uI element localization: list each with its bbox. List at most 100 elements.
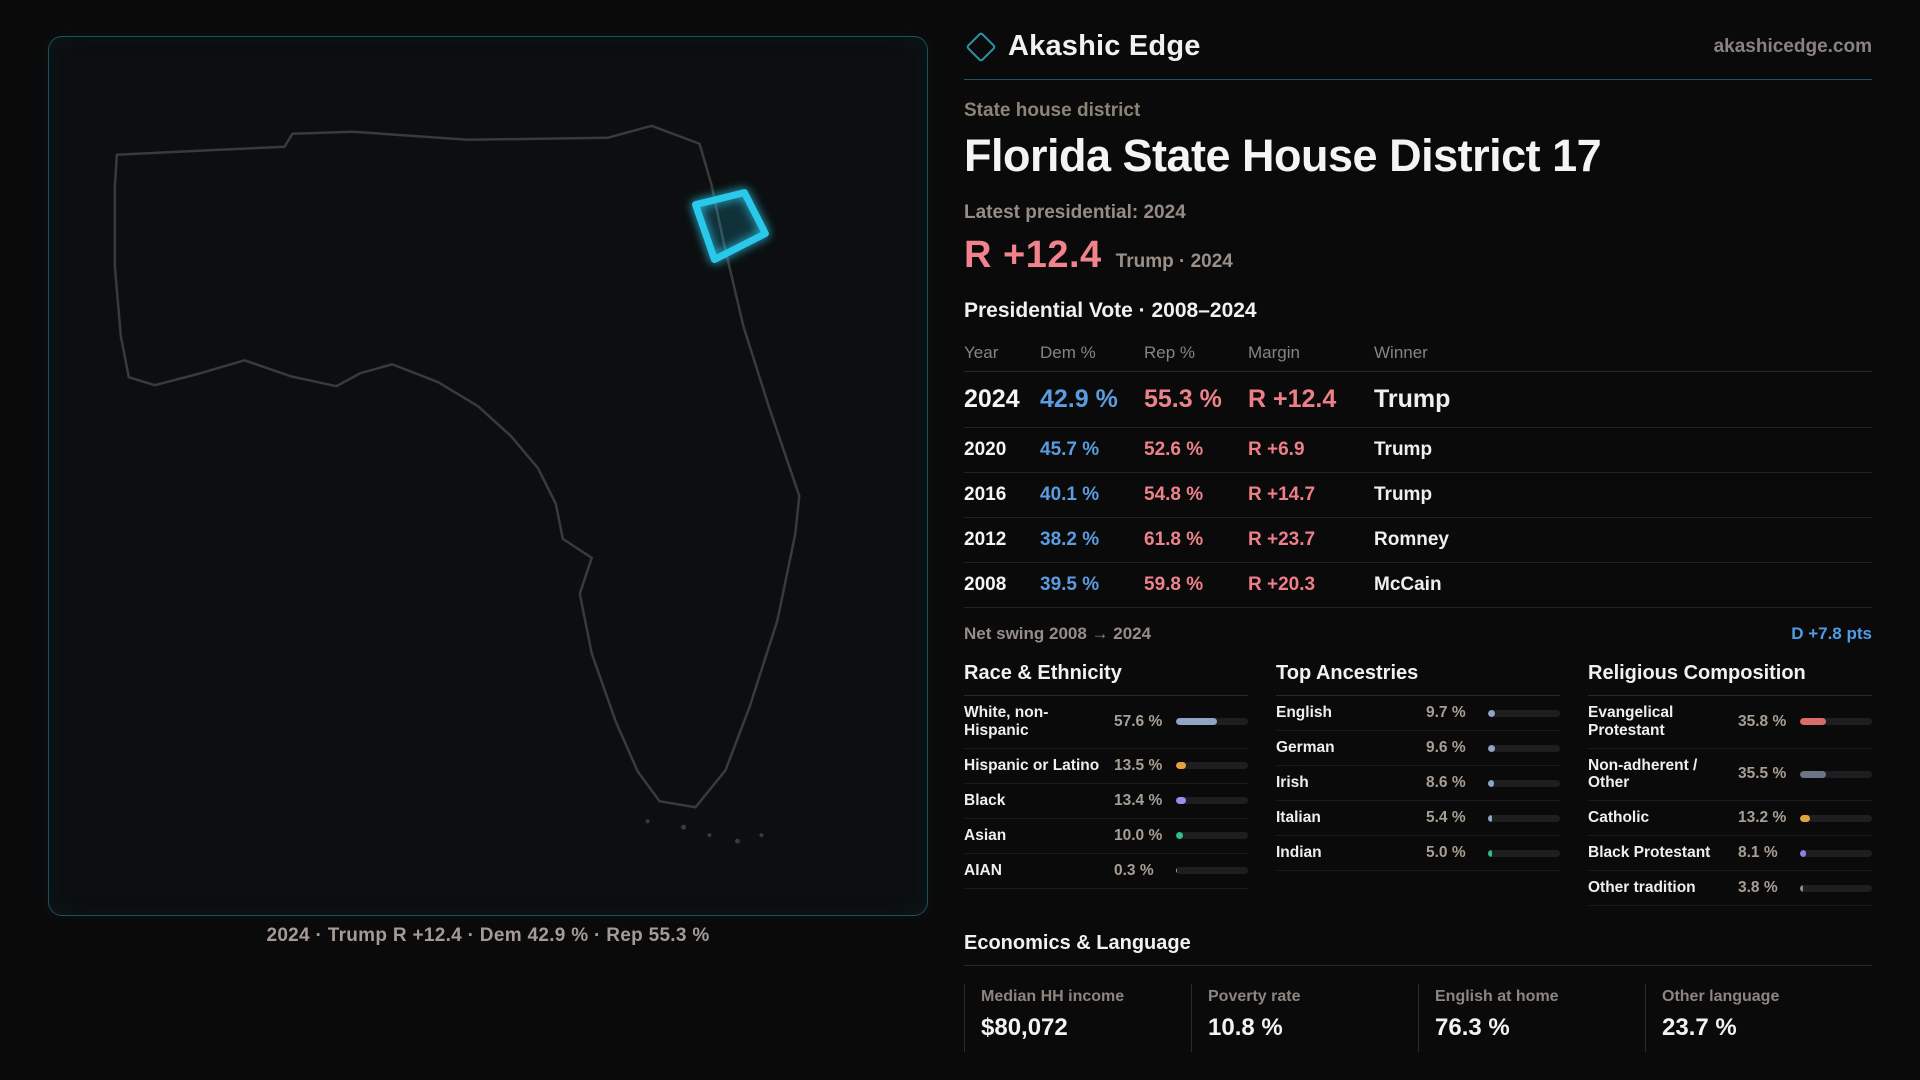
table-row[interactable]: 2012 38.2 % 61.8 % R +23.7 Romney (964, 518, 1872, 563)
headline-detail: Trump · 2024 (1115, 251, 1233, 272)
dem-pct-cell: 45.7 % (1040, 439, 1100, 460)
demographic-label: AIAN (964, 861, 1002, 879)
brand-header: Akashic Edge akashicedge.com (964, 30, 1872, 80)
list-item: Hispanic or Latino 13.5 % (964, 749, 1248, 784)
dem-pct-cell: 39.5 % (1040, 574, 1100, 595)
demographic-bar-track (1488, 744, 1560, 752)
demographic-bar-track (1800, 884, 1872, 892)
year-cell: 2012 (964, 529, 1007, 550)
demographic-value: 8.1 % (1738, 844, 1778, 862)
presidential-vote-table: Year Dem % Rep % Margin Winner 2024 42.9 % 55.3… (964, 335, 1872, 608)
demographic-value: 9.7 % (1426, 704, 1466, 721)
stat-label: English at home (1435, 988, 1559, 1006)
dem-pct-cell: 38.2 % (1040, 529, 1100, 550)
demographic-value: 0.3 % (1114, 861, 1154, 879)
net-swing-row: Net swing 2008 → 2024 D +7.8 pts (964, 610, 1872, 654)
winner-cell: Romney (1374, 529, 1449, 550)
demographic-bar-fill (1488, 744, 1495, 752)
demographic-label: Black (964, 791, 1006, 809)
demographic-bar-fill (1176, 762, 1186, 770)
stat-value: 10.8 % (1208, 1014, 1283, 1042)
demographic-bar-fill (1488, 849, 1492, 857)
net-swing-label: Net swing 2008 → 2024 (964, 624, 1152, 643)
winner-cell: Trump (1374, 439, 1433, 460)
demographic-bar-fill (1800, 770, 1826, 778)
rep-pct-cell: 59.8 % (1144, 574, 1204, 595)
demographic-bar-fill (1176, 797, 1186, 805)
table-row[interactable]: 2008 39.5 % 59.8 % R +20.3 McCain (964, 563, 1872, 608)
demographic-bar-track (1176, 832, 1248, 840)
florida-map (113, 124, 801, 844)
district-map-panel (48, 36, 928, 916)
demographic-value: 3.8 % (1738, 879, 1778, 897)
table-row[interactable]: 2024 42.9 % 55.3 % R +12.4 Trump (964, 372, 1872, 428)
highlighted-district[interactable] (692, 189, 769, 263)
table-row[interactable]: 2020 45.7 % 52.6 % R +6.9 Trump (964, 428, 1872, 473)
year-cell: 2020 (964, 439, 1007, 460)
stat-card: Poverty rate 10.8 % (1191, 984, 1418, 1053)
vote-table-title: Presidential Vote · 2008–2024 (964, 299, 1257, 322)
diamond-icon (965, 30, 997, 63)
demographic-bar-track (1800, 718, 1872, 726)
rep-pct-cell: 54.8 % (1144, 484, 1204, 505)
winner-cell: McCain (1374, 574, 1442, 595)
demographic-bar-fill (1800, 718, 1826, 726)
year-cell: 2008 (964, 574, 1007, 595)
demographic-label: Indian (1276, 844, 1322, 862)
list-item: White, non-Hispanic 57.6 % (964, 696, 1248, 749)
winner-cell: Trump (1374, 385, 1451, 413)
vote-table-column-header: Rep % (1144, 343, 1196, 362)
demographic-section: Religious Composition Evangelical Protest… (1588, 662, 1872, 907)
vote-table-header: Year Dem % Rep % Margin Winner (964, 335, 1872, 372)
economics-title: Economics & Language (964, 932, 1872, 967)
demographic-label: Black Protestant (1588, 844, 1711, 862)
economics-stats-row: Median HH income $80,072 Poverty rate 10.8 … (964, 984, 1872, 1053)
map-caption: 2024 · Trump R +12.4 · Dem 42.9 % · Rep … (266, 925, 710, 946)
latest-presidential-label: Latest presidential: 2024 (964, 202, 1186, 223)
brand-name: Akashic Edge (1008, 30, 1201, 62)
table-row[interactable]: 2016 40.1 % 54.8 % R +14.7 Trump (964, 473, 1872, 518)
list-item: Evangelical Protestant 35.8 % (1588, 696, 1872, 749)
demographic-label: Catholic (1588, 809, 1650, 827)
rep-pct-cell: 52.6 % (1144, 439, 1204, 460)
demographic-value: 13.2 % (1738, 809, 1787, 827)
demographic-section-title: Religious Composition (1588, 662, 1872, 696)
list-item: Irish 8.6 % (1276, 766, 1560, 801)
list-item: German 9.6 % (1276, 731, 1560, 766)
margin-cell: R +20.3 (1248, 574, 1316, 595)
demographic-bar-track (1800, 770, 1872, 778)
demographic-value: 5.0 % (1426, 844, 1466, 861)
list-item: Catholic 13.2 % (1588, 801, 1872, 837)
demographic-label: Hispanic or Latino (964, 756, 1100, 774)
demographic-value: 13.5 % (1114, 756, 1163, 774)
margin-cell: R +23.7 (1248, 529, 1316, 550)
demographic-bar-fill (1800, 814, 1810, 822)
demographic-bar-fill (1800, 884, 1803, 892)
net-swing-value: D +7.8 pts (1791, 624, 1872, 643)
margin-cell: R +12.4 (1248, 385, 1337, 413)
demographic-value: 35.5 % (1738, 765, 1787, 783)
demographic-bar-track (1176, 718, 1248, 726)
demographic-label: English (1276, 704, 1332, 722)
list-item: Asian 10.0 % (964, 819, 1248, 854)
detail-panel: Akashic Edge akashicedge.com State house… (964, 30, 1872, 1080)
list-item: Other tradition 3.8 % (1588, 871, 1872, 907)
dem-pct-cell: 42.9 % (1040, 385, 1118, 413)
demographic-bar-track (1488, 849, 1560, 857)
brand-domain[interactable]: akashicedge.com (1713, 35, 1872, 57)
stat-label: Poverty rate (1208, 988, 1301, 1006)
stat-label: Median HH income (981, 988, 1125, 1006)
vote-table-column-header: Margin (1248, 343, 1300, 362)
headline-margin: R +12.4 (964, 234, 1102, 276)
demographic-bar-track (1176, 762, 1248, 770)
demographic-bar-fill (1488, 814, 1492, 822)
rep-pct-cell: 61.8 % (1144, 529, 1204, 550)
demographic-value: 5.4 % (1426, 809, 1466, 826)
list-item: Non-adherent / Other 35.5 % (1588, 749, 1872, 802)
list-item: Black Protestant 8.1 % (1588, 836, 1872, 872)
demographic-bar-track (1800, 814, 1872, 822)
demographic-bar-fill (1176, 718, 1218, 726)
margin-cell: R +6.9 (1248, 439, 1305, 460)
stat-label: Other language (1662, 988, 1780, 1006)
